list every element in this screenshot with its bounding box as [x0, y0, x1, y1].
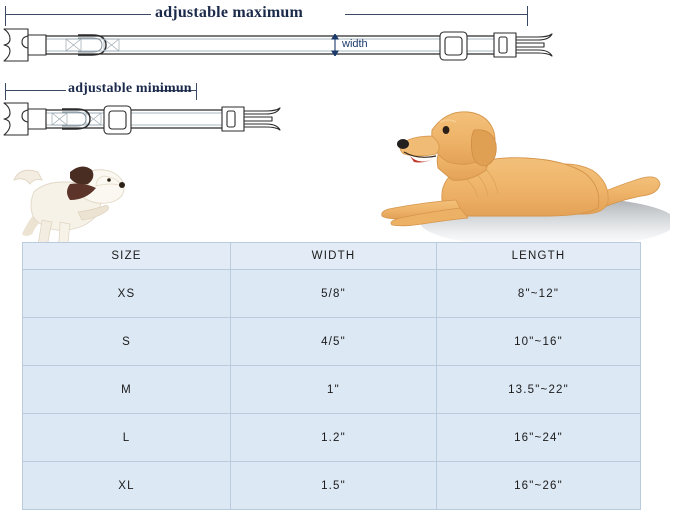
cell-length: 16"~24" [436, 413, 641, 462]
table-row: L 1.2" 16"~24" [22, 413, 641, 462]
collar-diagram-minimum [3, 102, 281, 136]
table-row: M 1" 13.5"~22" [22, 365, 641, 414]
table-row: XL 1.5" 16"~26" [22, 461, 641, 510]
table-header-row: SIZE WIDTH LENGTH [22, 242, 641, 270]
min-dim-tick-left [5, 83, 6, 100]
cell-length: 10"~16" [436, 317, 641, 366]
cell-width: 1.5" [230, 461, 437, 510]
min-dim-line-right [155, 90, 196, 91]
cell-length: 16"~26" [436, 461, 641, 510]
column-header-size: SIZE [22, 242, 231, 270]
width-label: width [342, 38, 368, 50]
size-chart-table: SIZE WIDTH LENGTH XS 5/8" 8"~12" S 4/5" … [22, 242, 641, 510]
adjustable-maximum-label: adjustable maximum [155, 4, 304, 21]
golden-retriever-illustration [381, 111, 670, 248]
cell-length: 13.5"~22" [436, 365, 641, 414]
cell-length: 8"~12" [436, 269, 641, 318]
column-header-width: WIDTH [230, 242, 437, 270]
collar-diagram-maximum [3, 28, 553, 62]
min-dim-line-left [6, 90, 66, 91]
cell-size: XL [22, 461, 231, 510]
running-dog-illustration [13, 166, 125, 247]
table-row: S 4/5" 10"~16" [22, 317, 641, 366]
cell-size: M [22, 365, 231, 414]
cell-size: XS [22, 269, 231, 318]
cell-size: S [22, 317, 231, 366]
adjustable-minimun-label: adjustable minimun [68, 81, 192, 96]
max-dim-line-right [345, 14, 527, 15]
cell-width: 4/5" [230, 317, 437, 366]
cell-size: L [22, 413, 231, 462]
cell-width: 1.2" [230, 413, 437, 462]
column-header-length: LENGTH [436, 242, 641, 270]
max-dim-tick-right [527, 6, 528, 26]
max-dim-tick-left [5, 6, 6, 26]
max-dim-line-left [6, 14, 151, 15]
cell-width: 1" [230, 365, 437, 414]
cell-width: 5/8" [230, 269, 437, 318]
min-dim-tick-right [196, 83, 197, 100]
table-row: XS 5/8" 8"~12" [22, 269, 641, 318]
width-arrow-icon [331, 34, 339, 56]
